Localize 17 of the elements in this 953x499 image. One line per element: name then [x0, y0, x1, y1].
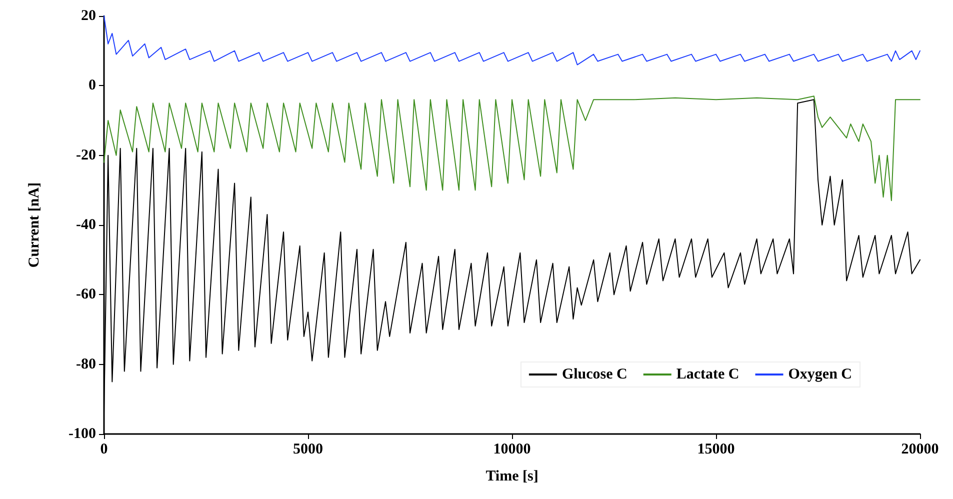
- x-tick-label: 15000: [697, 442, 735, 458]
- x-tick-label: 5000: [293, 442, 323, 458]
- y-tick-label: -80: [76, 356, 96, 372]
- y-tick-label: -60: [76, 286, 96, 303]
- x-tick-label: 10000: [493, 442, 531, 458]
- y-tick-label: -40: [76, 217, 96, 233]
- y-tick-label: -20: [76, 147, 96, 164]
- legend-label: Oxygen C: [788, 366, 852, 382]
- y-tick-label: 0: [88, 78, 96, 94]
- legend-label: Lactate C: [676, 366, 740, 382]
- y-tick-label: 20: [81, 8, 96, 24]
- y-axis-title: Current [nA]: [26, 182, 42, 268]
- x-tick-label: 0: [100, 442, 108, 458]
- x-axis-title: Time [s]: [486, 468, 538, 484]
- x-tick-label: 20000: [901, 442, 939, 458]
- legend-label: Glucose C: [562, 366, 628, 382]
- y-tick-label: -100: [68, 426, 96, 442]
